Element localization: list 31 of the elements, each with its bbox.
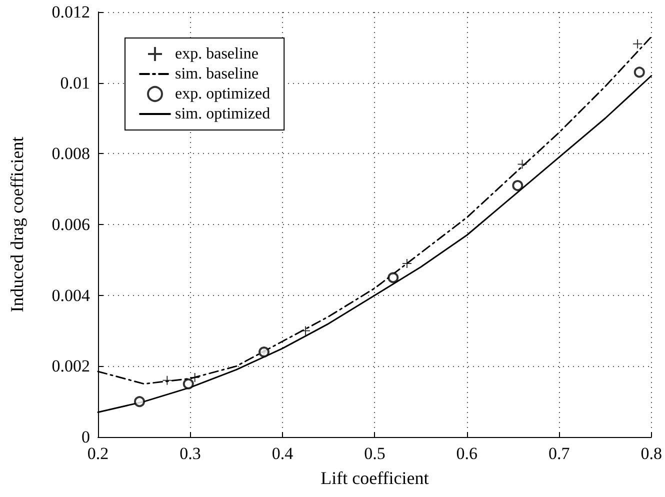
x-tick-label: 0.5 xyxy=(364,444,386,463)
x-tick-label: 0.6 xyxy=(456,444,478,463)
y-tick-label: 0.012 xyxy=(52,2,90,22)
y-tick-label: 0.004 xyxy=(52,286,90,305)
x-tick-label: 0.2 xyxy=(87,444,109,463)
y-tick-label: 0.008 xyxy=(52,144,90,164)
y-axis-title: Induced drag coefficient xyxy=(7,136,27,312)
x-tick-label: 0.3 xyxy=(180,444,201,463)
x-tick-label: 0.4 xyxy=(272,444,294,463)
point xyxy=(402,258,412,268)
legend-label: exp. optimized xyxy=(175,86,270,102)
point xyxy=(634,66,645,78)
point xyxy=(190,372,200,382)
x-tick-label: 0.8 xyxy=(640,444,662,463)
point xyxy=(300,326,311,336)
point xyxy=(388,272,399,284)
point xyxy=(134,396,146,408)
y-tick-label: 0 xyxy=(82,428,90,446)
point xyxy=(517,159,528,170)
x-tick-label: 0.7 xyxy=(548,444,570,463)
legend-label: sim. optimized xyxy=(175,106,270,122)
y-tick-label: 0.002 xyxy=(52,356,90,376)
point xyxy=(512,180,524,192)
legend-label: exp. baseline xyxy=(175,46,259,62)
y-tick-label: 0.01 xyxy=(60,73,90,92)
legend-label: sim. baseline xyxy=(175,66,259,82)
x-axis-title: Lift coefficient xyxy=(320,468,429,488)
point xyxy=(182,378,194,390)
y-tick-label: 0.006 xyxy=(52,215,90,234)
point xyxy=(162,375,172,386)
point xyxy=(632,38,643,49)
